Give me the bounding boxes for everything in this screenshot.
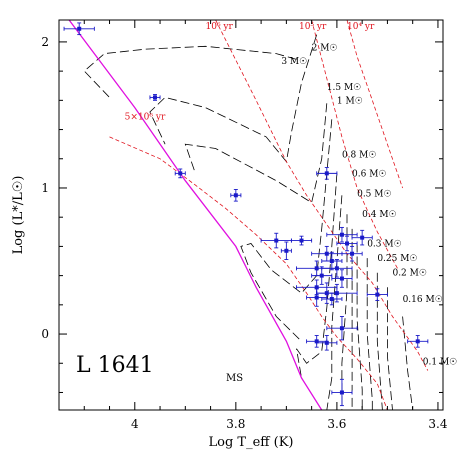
data-point	[314, 266, 319, 271]
data-point	[339, 326, 344, 331]
isochrone-line	[346, 20, 403, 189]
data-point	[375, 292, 380, 297]
data-point	[329, 296, 334, 301]
mass-track-label: 0.25 M☉	[377, 254, 417, 264]
data-point	[360, 235, 365, 240]
data-point	[299, 238, 304, 243]
data-point	[350, 251, 355, 256]
y-tick-label: 2	[41, 35, 49, 49]
data-point	[77, 26, 82, 31]
data-point	[314, 295, 319, 300]
track-line	[184, 103, 328, 204]
mass-track-label: 3 M☉	[281, 57, 307, 67]
track-line	[376, 272, 383, 410]
data-point	[233, 193, 238, 198]
y-tick-label: 0	[41, 327, 49, 341]
region-label: L 1641	[76, 353, 154, 378]
data-point	[339, 232, 344, 237]
mass-track-label: 0.2 M☉	[392, 269, 426, 279]
data-point	[334, 266, 339, 271]
y-tick-label: 1	[41, 181, 49, 195]
data-point	[334, 291, 339, 296]
data-point	[415, 339, 420, 344]
isochrone-label: 10⁶ yr	[206, 22, 234, 32]
mass-track-label: 0.6 M☉	[352, 169, 386, 179]
track-line	[356, 243, 363, 410]
isochrone-label: 10⁵ yr	[299, 22, 327, 32]
data-point	[324, 340, 329, 345]
x-tick-label: 4	[131, 417, 139, 431]
data-point	[324, 251, 329, 256]
track-line	[387, 287, 393, 410]
main-sequence-line	[68, 20, 323, 410]
mass-track-label: 0.8 M☉	[342, 150, 376, 160]
isochrone-line	[215, 20, 429, 371]
plot-area: 10⁶ yr 10⁵ yr 10⁴ yr 5×10⁶ yr 3 M☉ 2 M☉ 1.5 M☉…	[63, 20, 457, 410]
track-line	[296, 173, 338, 378]
track-line	[149, 34, 318, 163]
x-axis-title: Log T_eff (K)	[208, 435, 293, 450]
mass-track-label: 0.4 M☉	[362, 210, 396, 220]
data-point	[178, 171, 183, 176]
track-line	[326, 195, 343, 410]
data-point	[274, 238, 279, 243]
track-line	[240, 119, 333, 342]
data-point	[284, 248, 289, 253]
data-point	[339, 276, 344, 281]
isochrone-line	[109, 136, 388, 410]
data-point	[153, 95, 157, 100]
mass-track-label: 0.1 M☉	[423, 358, 457, 368]
x-tick-label: 3.4	[428, 417, 447, 431]
isochrone-line	[311, 20, 398, 269]
y-axis-title: Log (L*/L☉)	[11, 176, 26, 255]
mass-track-label: 1 M☉	[337, 96, 363, 106]
isochrone-label: 10⁴ yr	[347, 22, 375, 32]
plot-frame	[58, 19, 444, 411]
plot-content	[63, 20, 429, 410]
axis-ticks: 4 3.8 3.6 3.4 2 1 0	[41, 20, 448, 431]
ms-label: MS	[226, 373, 243, 384]
data-point	[314, 285, 319, 290]
track-line	[366, 258, 373, 410]
data-point	[339, 390, 344, 395]
track-line	[83, 45, 297, 98]
track-line	[402, 316, 414, 410]
mass-track-label: 0.16 M☉	[403, 295, 443, 305]
mass-track-label: 0.3 M☉	[367, 239, 401, 249]
isochrone-label: 5×10⁶ yr	[125, 112, 166, 122]
mass-track-label: 1.5 M☉	[327, 83, 361, 93]
data-point	[345, 241, 349, 246]
data-point	[324, 171, 329, 176]
mass-track-label: 2 M☉	[312, 44, 338, 54]
mass-track-label: 0.5 M☉	[357, 190, 391, 200]
data-point	[319, 273, 324, 278]
x-tick-label: 3.6	[327, 417, 346, 431]
data-point	[329, 259, 334, 264]
x-tick-label: 3.8	[226, 417, 245, 431]
